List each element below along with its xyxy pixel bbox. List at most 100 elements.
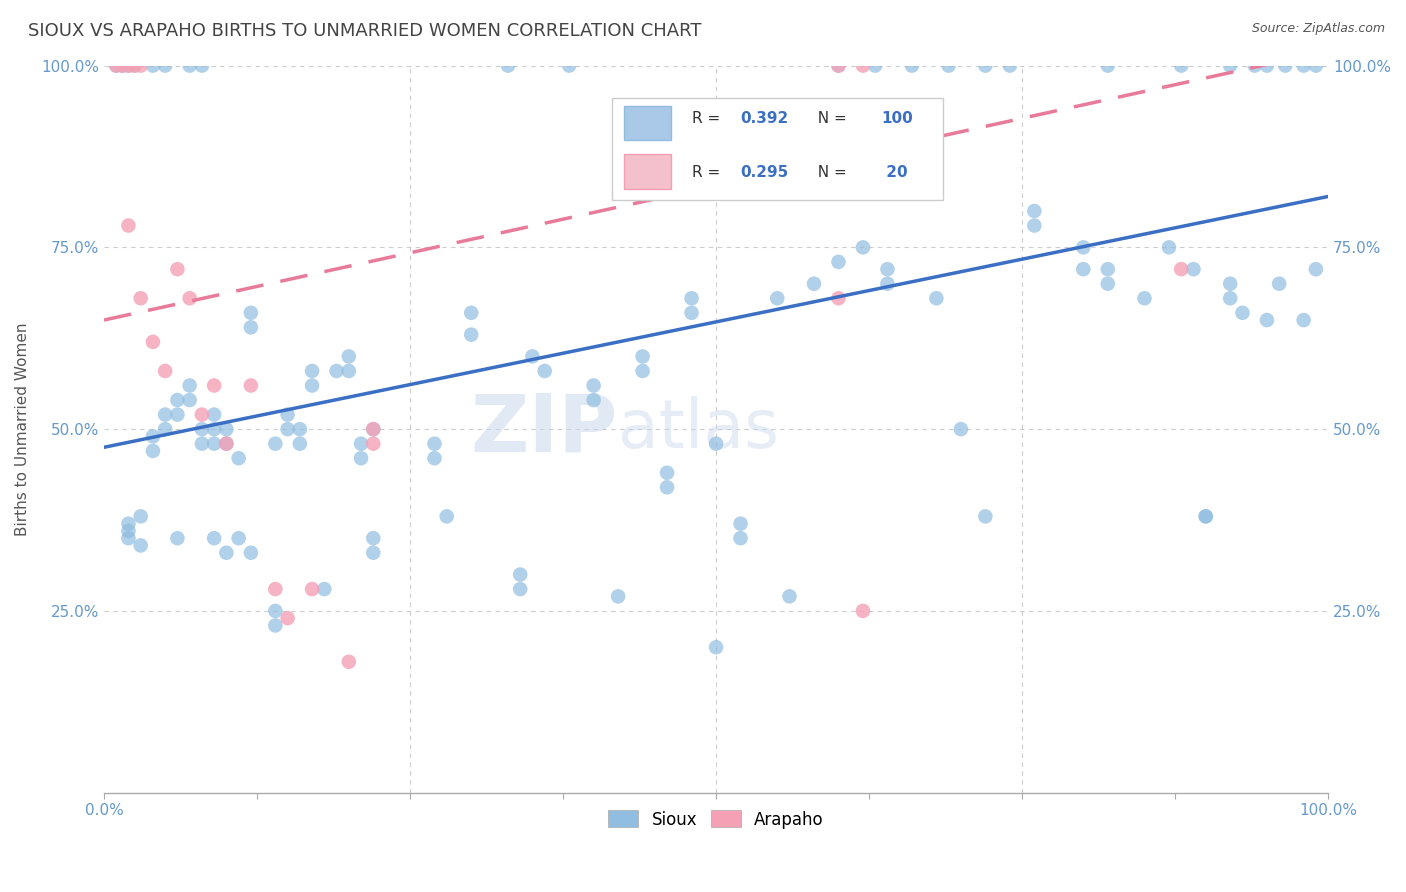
Point xyxy=(288,436,311,450)
Text: 100: 100 xyxy=(882,112,912,126)
Point xyxy=(153,364,176,378)
Point xyxy=(277,408,299,422)
Point xyxy=(337,364,360,378)
Point xyxy=(863,59,886,73)
Point xyxy=(704,640,727,655)
Point xyxy=(166,262,188,277)
Point xyxy=(166,408,188,422)
Point xyxy=(1292,59,1315,73)
Point xyxy=(1157,240,1180,254)
Point xyxy=(142,429,165,443)
Point xyxy=(730,516,752,531)
Point xyxy=(301,582,323,596)
Point xyxy=(228,531,250,545)
Point xyxy=(129,509,152,524)
Point xyxy=(117,59,139,73)
Point xyxy=(1292,313,1315,327)
Point xyxy=(681,291,703,305)
Y-axis label: Births to Unmarried Women: Births to Unmarried Women xyxy=(15,322,30,536)
Point xyxy=(974,59,997,73)
Point xyxy=(191,436,214,450)
Point xyxy=(129,538,152,552)
Point xyxy=(1097,262,1119,277)
Point xyxy=(179,378,201,392)
Point xyxy=(1097,277,1119,291)
Text: N =: N = xyxy=(808,165,852,180)
Point xyxy=(277,611,299,625)
Point xyxy=(239,546,262,560)
Point xyxy=(779,590,801,604)
Text: R =: R = xyxy=(692,165,724,180)
Point xyxy=(938,59,960,73)
Point xyxy=(827,291,849,305)
Point xyxy=(153,59,176,73)
Point xyxy=(974,509,997,524)
Point xyxy=(129,291,152,305)
Point xyxy=(153,408,176,422)
Point xyxy=(1219,59,1241,73)
Point xyxy=(215,546,238,560)
Point xyxy=(117,524,139,538)
Point xyxy=(1256,59,1278,73)
Text: ZIP: ZIP xyxy=(471,390,619,468)
Point xyxy=(142,334,165,349)
Point xyxy=(337,655,360,669)
Point xyxy=(191,408,214,422)
Point xyxy=(142,59,165,73)
Point xyxy=(533,364,555,378)
Point xyxy=(361,422,384,436)
Point xyxy=(264,582,287,596)
Point xyxy=(264,436,287,450)
Point xyxy=(423,451,446,466)
Point xyxy=(228,451,250,466)
Point xyxy=(117,516,139,531)
Point xyxy=(1219,277,1241,291)
Point xyxy=(1024,204,1046,219)
Point xyxy=(1195,509,1218,524)
Point xyxy=(766,291,789,305)
Point xyxy=(166,392,188,407)
Point xyxy=(166,531,188,545)
Point xyxy=(558,59,581,73)
Point xyxy=(264,604,287,618)
Point xyxy=(1071,240,1094,254)
Point xyxy=(202,436,225,450)
Point xyxy=(239,320,262,334)
Point xyxy=(191,59,214,73)
Point xyxy=(277,422,299,436)
Point xyxy=(1305,262,1327,277)
Point xyxy=(301,364,323,378)
Point xyxy=(582,378,605,392)
Point xyxy=(350,451,373,466)
Point xyxy=(681,306,703,320)
FancyBboxPatch shape xyxy=(624,105,671,140)
Point xyxy=(202,531,225,545)
Point xyxy=(1268,277,1291,291)
Point xyxy=(730,531,752,545)
Point xyxy=(803,277,825,291)
Point xyxy=(153,422,176,436)
Point xyxy=(215,436,238,450)
Text: Source: ZipAtlas.com: Source: ZipAtlas.com xyxy=(1251,22,1385,36)
Point xyxy=(436,509,458,524)
Point xyxy=(105,59,128,73)
Point xyxy=(117,531,139,545)
Point xyxy=(105,59,128,73)
Point xyxy=(827,59,849,73)
Point xyxy=(124,59,146,73)
Point xyxy=(202,378,225,392)
Point xyxy=(314,582,336,596)
Point xyxy=(423,436,446,450)
Point xyxy=(1170,262,1192,277)
Point xyxy=(129,59,152,73)
Point xyxy=(949,422,972,436)
Point xyxy=(1274,59,1296,73)
Point xyxy=(325,364,347,378)
Point xyxy=(827,59,849,73)
Point xyxy=(998,59,1021,73)
Text: atlas: atlas xyxy=(619,396,779,462)
Text: N =: N = xyxy=(808,112,852,126)
Point xyxy=(239,378,262,392)
Point xyxy=(1195,509,1218,524)
Point xyxy=(1243,59,1265,73)
